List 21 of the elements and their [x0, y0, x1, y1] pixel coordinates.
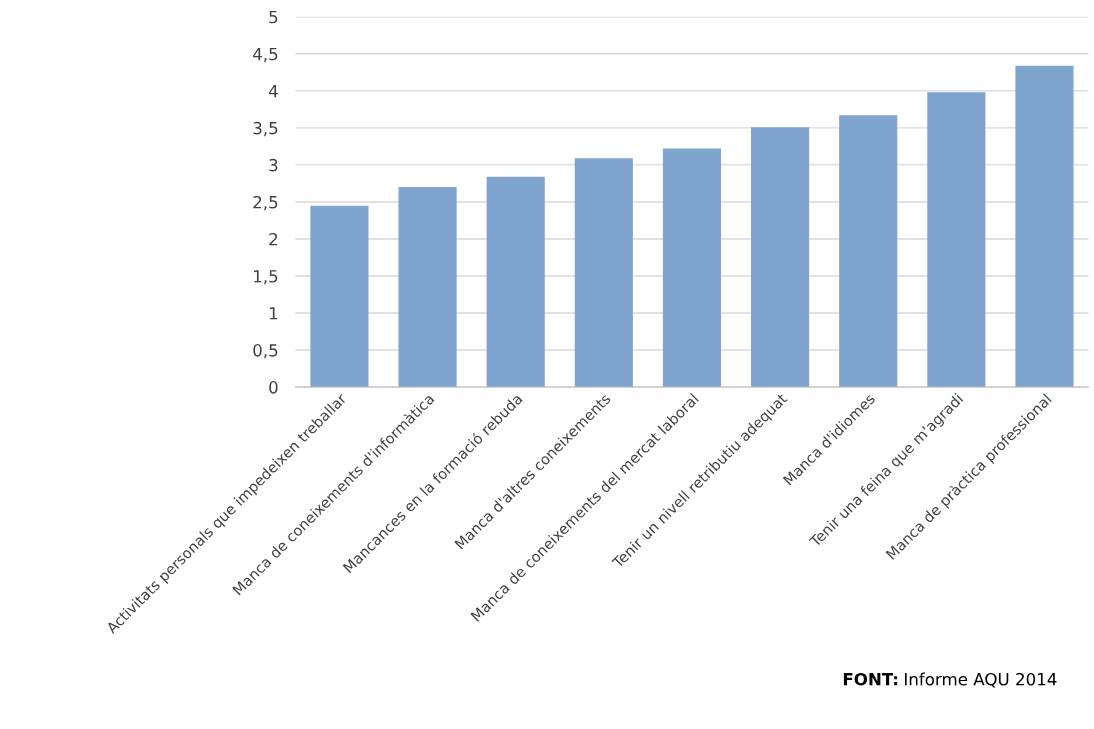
bar — [486, 176, 545, 388]
bar — [398, 187, 457, 388]
y-tick-label: 0,5 — [253, 344, 278, 359]
bar — [751, 127, 810, 388]
text: FONT: Informe AQU 2014 — [843, 672, 1057, 688]
y-tick-label: 4,5 — [253, 47, 278, 63]
bar — [1015, 65, 1074, 388]
bar — [927, 92, 986, 388]
y-tick-label: 1,5 — [254, 270, 278, 285]
y-tick-label: 1 — [269, 307, 278, 320]
bar — [574, 158, 633, 388]
y-tick-label: 3,5 — [253, 121, 278, 137]
y-tick-label: 4 — [268, 85, 278, 98]
bar — [839, 115, 898, 388]
y-tick-label: 2 — [269, 232, 278, 246]
y-tick-label: 3 — [269, 158, 278, 172]
bar — [310, 205, 369, 388]
y-tick-label: 5 — [269, 10, 278, 24]
y-tick-label: 2,5 — [253, 195, 278, 211]
bar — [662, 148, 722, 388]
y-tick-label: 0 — [269, 381, 278, 394]
